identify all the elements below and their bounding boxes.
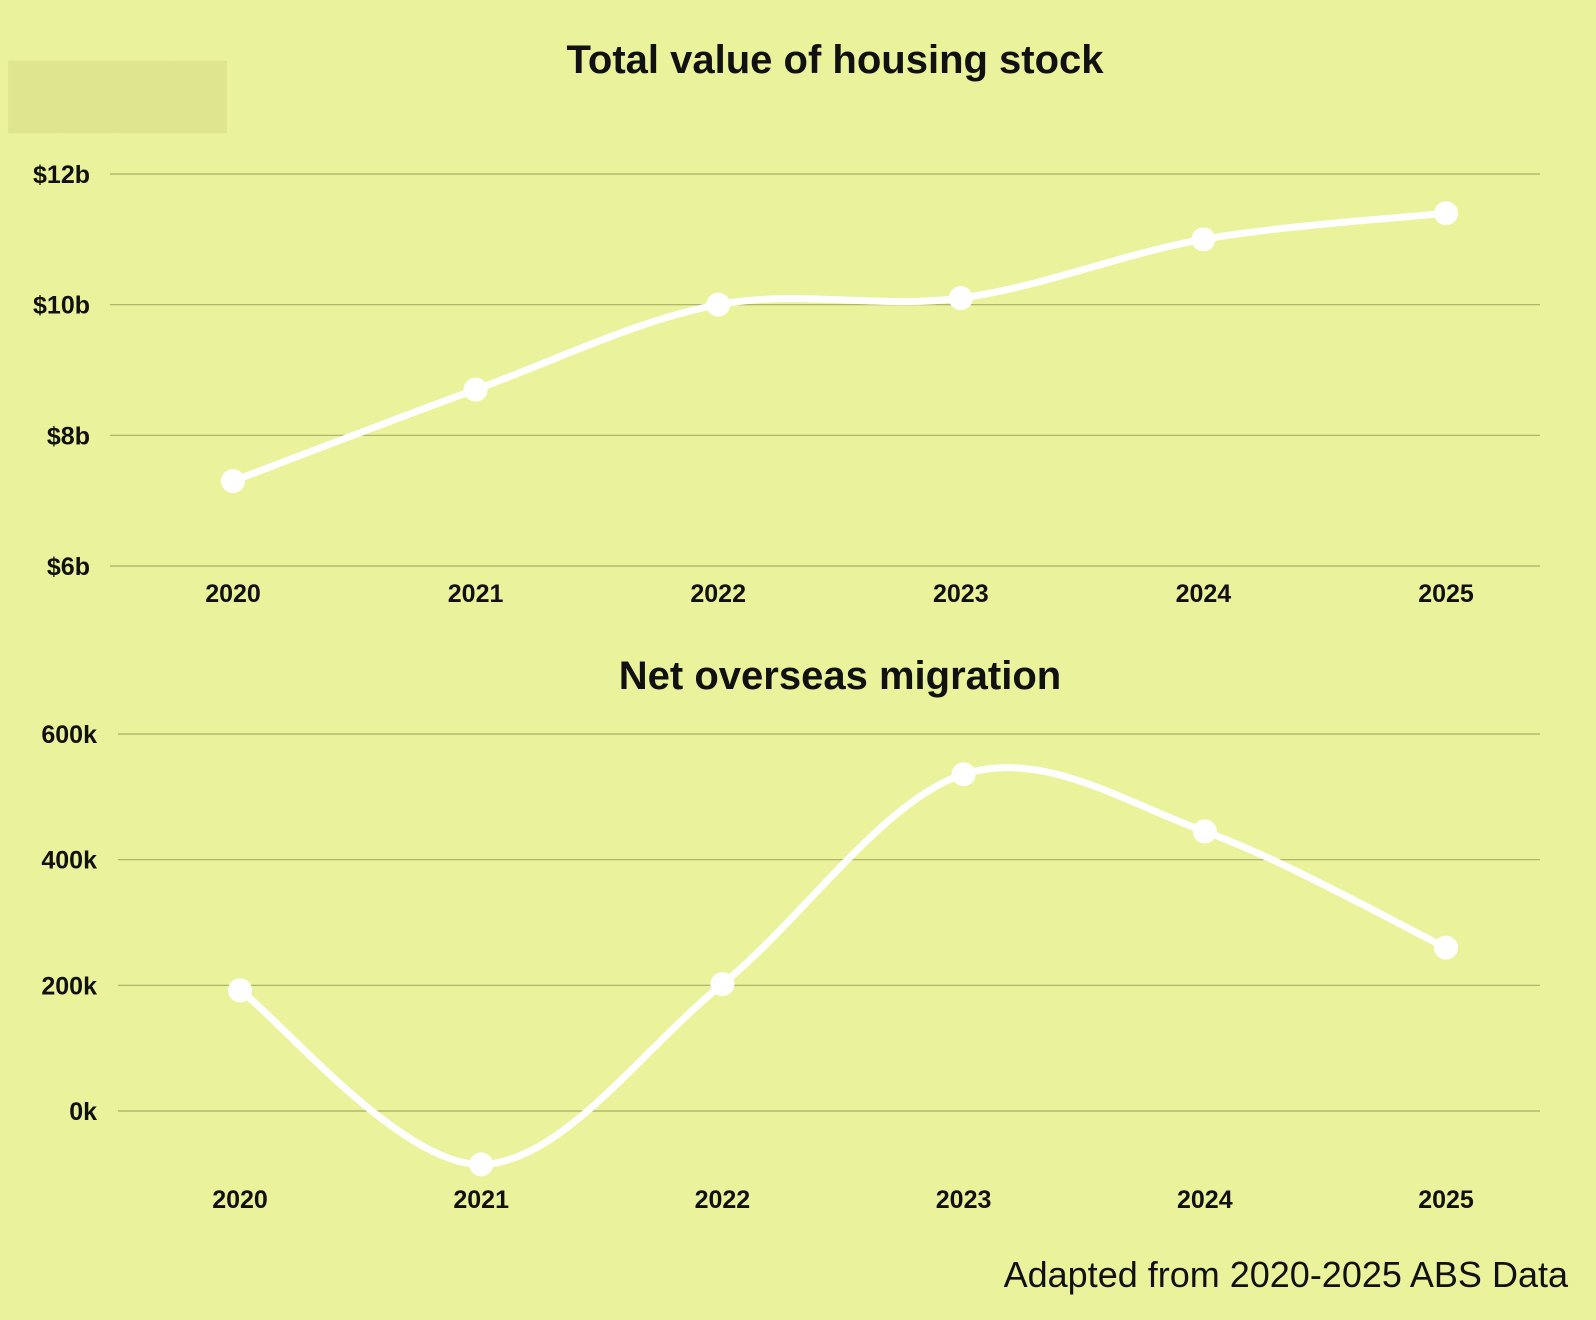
housing-stock-data-point: 2025: 11.4 [1434, 201, 1458, 226]
migration-chart-title: Net overseas migration [619, 654, 1061, 698]
housing-stock-x-tick-label: 2021 [448, 580, 504, 608]
housing-stock-chart-title: Total value of housing stock [566, 38, 1104, 82]
migration-x-tick-label: 2024 [1177, 1186, 1233, 1214]
migration-series-line [236, 764, 1450, 1168]
migration-data-point: 2022: 202000 [710, 972, 735, 997]
housing-stock-data-point: 2023: 10.1 [948, 286, 973, 311]
housing-stock-data-point: 2020: 7.3 [221, 469, 245, 494]
housing-stock-y-tick-label: $8b [47, 422, 90, 450]
housing-stock-data-points: 2020: 7.3 2021: 8.7 2022: 10 2023: 10.1 2024… [221, 201, 1458, 494]
migration-x-tick-label: 2025 [1418, 1186, 1474, 1214]
migration-y-tick-label: 400k [41, 847, 97, 875]
migration-gridlines [118, 733, 1540, 1112]
migration-x-axis: 2020 2021 2022 2023 2024 2025 [212, 1186, 1474, 1214]
housing-stock-gridlines [110, 173, 1540, 567]
migration-y-tick-label: 600k [41, 721, 97, 749]
housing-stock-x-tick-label: 2020 [205, 580, 261, 608]
housing-stock-data-point: 2021: 8.7 [463, 377, 488, 402]
housing-stock-data-point: 2024: 11 [1191, 227, 1216, 252]
housing-stock-x-tick-label: 2024 [1176, 580, 1232, 608]
migration-chart: Net overseas migration 0k 200k 400k 600k 20… [41, 654, 1540, 1214]
housing-stock-x-tick-label: 2025 [1418, 580, 1474, 608]
housing-stock-x-tick-label: 2023 [933, 580, 989, 608]
housing-stock-chart: Total value of housing stock $6b$8b$10b$… [33, 38, 1540, 608]
migration-y-axis: 0k 200k 400k 600k [41, 721, 97, 1126]
housing-stock-data-point: 2022: 10 [706, 292, 731, 317]
migration-data-point: 2021: -85000 [469, 1152, 494, 1177]
migration-x-tick-label: 2023 [936, 1186, 992, 1214]
migration-y-tick-label: 0k [69, 1098, 97, 1126]
migration-data-point: 2023: 536000 [951, 762, 976, 787]
housing-stock-y-tick-label: $10b [33, 292, 90, 320]
migration-x-tick-label: 2021 [453, 1186, 509, 1214]
migration-data-point: 2025: 260000 [1434, 935, 1458, 960]
housing-stock-y-tick-label: $12b [33, 161, 90, 189]
migration-data-point: 2024: 445000 [1192, 819, 1217, 844]
housing-stock-y-tick-label: $6b [47, 553, 90, 581]
migration-data-points: 2020: 192000 2021: -85000 2022: 202000 2023… [228, 762, 1458, 1177]
housing-stock-x-axis: 2020 2021 2022 2023 2024 2025 [205, 580, 1474, 608]
source-note: Adapted from 2020-2025 ABS Data [1003, 1254, 1568, 1295]
migration-y-tick-label: 200k [41, 972, 97, 1000]
housing-stock-y-axis: $6b $8b $10b $12b [33, 161, 90, 581]
migration-x-tick-label: 2022 [695, 1186, 751, 1214]
housing-stock-series-line [229, 209, 1450, 485]
housing-stock-x-tick-label: 2022 [690, 580, 746, 608]
migration-x-tick-label: 2020 [212, 1186, 268, 1214]
migration-data-point: 2020: 192000 [228, 978, 252, 1003]
